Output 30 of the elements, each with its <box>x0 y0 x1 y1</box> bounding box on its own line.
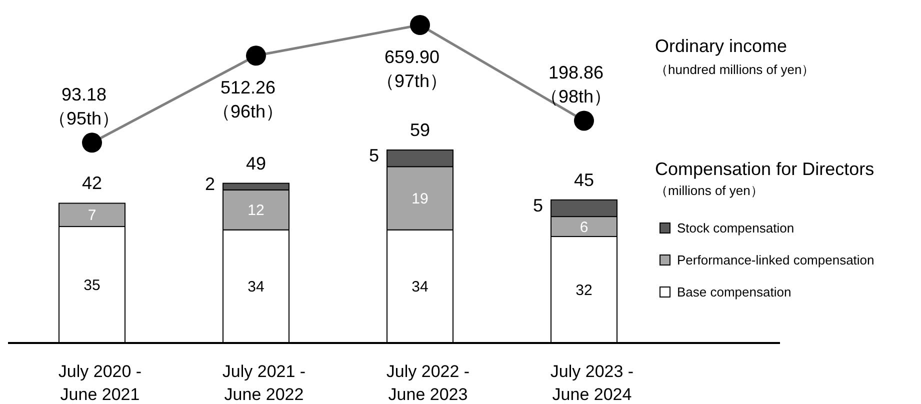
data-label: 2 <box>204 174 215 194</box>
x-tick-label: July 2021 - June 2022 <box>222 362 306 404</box>
total-label: 42 <box>82 173 102 194</box>
data-label: 512.26 （96th） <box>212 78 284 122</box>
data-label: 5 <box>532 196 543 216</box>
data-label: 34 <box>248 278 264 296</box>
data-label: 5 <box>368 146 379 166</box>
data-label: 32 <box>576 282 592 300</box>
data-label: 12 <box>248 202 264 220</box>
x-tick-label: July 2020 - June 2021 <box>58 362 142 404</box>
x-tick-label: July 2023 - June 2024 <box>550 362 634 404</box>
data-label: 198.86 （98th） <box>540 62 612 107</box>
data-label: 34 <box>412 278 428 296</box>
data-label: 7 <box>88 207 96 224</box>
legend-title: Compensation for Directors <box>655 159 874 179</box>
annotation: （hundred millions of yen） <box>655 62 815 77</box>
annotation: （millions of yen） <box>655 183 764 198</box>
total-label: 45 <box>574 170 594 190</box>
text: Ordinary income <box>655 36 788 56</box>
legend-label: Stock compensation <box>677 220 794 236</box>
data-label: 19 <box>412 190 428 208</box>
x-tick-label: July 2022 - June 2023 <box>386 362 470 404</box>
total-label: 59 <box>410 120 430 140</box>
total-label: 49 <box>246 153 266 174</box>
data-label: 35 <box>84 277 100 294</box>
legend-label: Base compensation <box>677 284 792 300</box>
data-label: 6 <box>580 218 588 236</box>
data-label: 659.90 （97th） <box>376 47 448 91</box>
data-label: 93.18 （95th） <box>48 84 120 129</box>
legend-label: Performance-linked compensation <box>677 252 874 268</box>
